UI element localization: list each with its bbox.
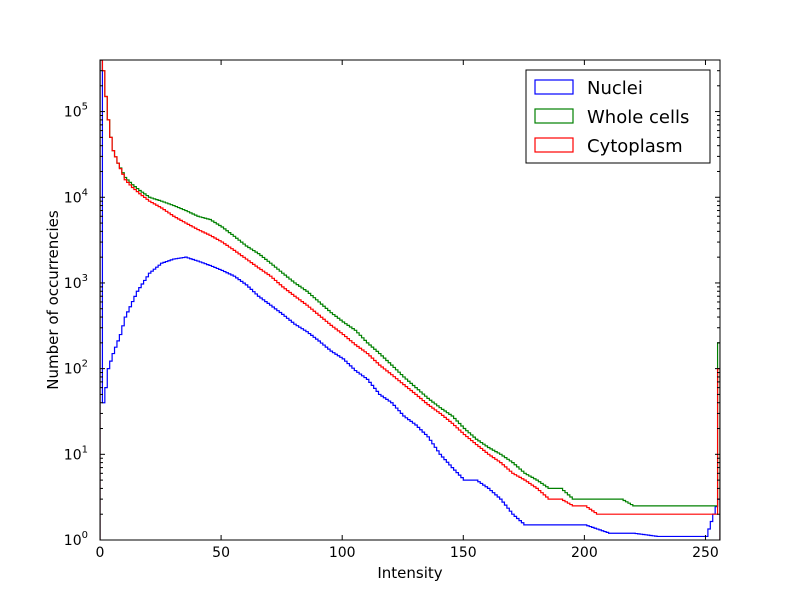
legend-label-cytoplasm: Cytoplasm xyxy=(587,136,683,157)
series-group xyxy=(100,60,720,540)
series-whole-cells-line xyxy=(100,60,720,540)
y-tick-label: 105 xyxy=(64,102,88,121)
y-axis-label: Number of occurrencies xyxy=(44,210,62,390)
x-tick-label: 200 xyxy=(571,545,598,561)
y-tick-label: 104 xyxy=(64,187,88,206)
x-axis-label: Intensity xyxy=(377,564,442,582)
legend-label-whole-cells: Whole cells xyxy=(587,107,689,128)
axes: 0 50 100 150 200 250 100 101 102 103 104 105 xyxy=(64,59,721,561)
legend-swatch-nuclei xyxy=(534,79,574,95)
y-tick-label: 102 xyxy=(64,359,88,378)
y-tick-label: 103 xyxy=(64,273,88,292)
legend-swatch-cytoplasm xyxy=(534,137,574,153)
x-tick-label: 250 xyxy=(692,545,719,561)
series-cytoplasm-line xyxy=(100,60,720,540)
legend: Nuclei Whole cells Cytoplasm xyxy=(525,69,711,164)
plot-area xyxy=(100,60,720,540)
x-tick-label: 100 xyxy=(329,545,356,561)
y-tick-label: 100 xyxy=(64,530,88,549)
x-tick-label: 150 xyxy=(450,545,477,561)
x-tick-label: 50 xyxy=(212,545,230,561)
legend-box xyxy=(525,69,711,164)
series-nuclei-line xyxy=(100,60,720,540)
x-tick-label: 0 xyxy=(96,545,105,561)
legend-label-nuclei: Nuclei xyxy=(587,78,643,99)
plot-frame xyxy=(99,59,721,541)
legend-swatch-whole-cells xyxy=(534,108,574,124)
y-tick-label: 101 xyxy=(64,444,88,463)
